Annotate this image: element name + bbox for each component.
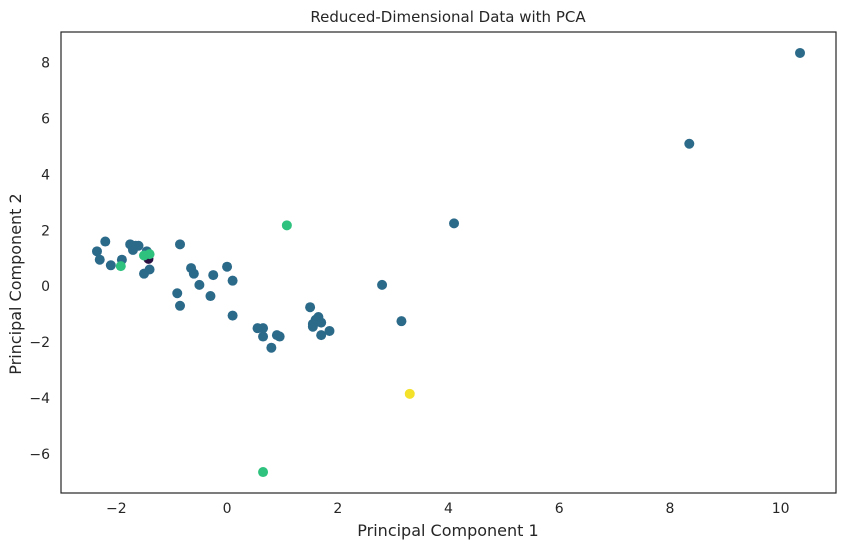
data-points: [91, 47, 806, 478]
data-point: [795, 47, 806, 58]
x-tick-label: 0: [223, 501, 232, 517]
data-point: [175, 300, 186, 311]
x-tick-label: 2: [333, 501, 342, 517]
data-point: [281, 220, 292, 231]
data-point: [133, 240, 144, 251]
x-tick-label: 4: [444, 501, 453, 517]
data-point: [139, 268, 150, 279]
data-point: [316, 330, 327, 341]
data-point: [305, 302, 316, 313]
data-point: [324, 325, 335, 336]
data-point: [208, 270, 219, 281]
x-axis-label: Principal Component 1: [357, 521, 538, 540]
data-point: [222, 261, 233, 272]
x-axis-ticks: −2 0 2 4 6 8 10: [106, 501, 790, 517]
y-tick-label: −4: [29, 391, 50, 407]
y-tick-label: 2: [41, 223, 50, 239]
x-tick-label: −2: [106, 501, 127, 517]
data-point: [404, 388, 415, 399]
y-tick-label: −2: [29, 335, 50, 351]
data-point: [94, 254, 105, 265]
data-point: [258, 323, 269, 334]
data-point: [194, 279, 205, 290]
data-point: [266, 342, 277, 353]
data-point: [205, 291, 216, 302]
data-point: [144, 249, 155, 260]
data-point: [258, 467, 269, 478]
data-point: [188, 268, 199, 279]
data-point: [316, 317, 327, 328]
plot-frame: [60, 31, 837, 494]
x-tick-label: 10: [772, 501, 790, 517]
data-point: [91, 246, 102, 257]
y-tick-label: 6: [41, 112, 50, 128]
data-point: [172, 288, 183, 299]
data-point: [307, 321, 318, 332]
data-point: [449, 218, 460, 229]
data-point: [125, 239, 136, 250]
y-axis-label: Principal Component 2: [6, 193, 25, 374]
y-axis-ticks: −6 −4 −2 0 2 4 6 8: [29, 56, 50, 463]
data-point: [396, 316, 407, 327]
data-point: [115, 261, 126, 272]
data-point: [684, 138, 695, 149]
data-point: [274, 331, 285, 342]
data-point: [105, 260, 116, 271]
y-tick-label: 8: [41, 56, 50, 72]
data-point: [227, 310, 238, 321]
y-tick-label: 0: [41, 279, 50, 295]
chart-title: Reduced-Dimensional Data with PCA: [310, 8, 586, 26]
data-point: [175, 239, 186, 250]
data-point: [258, 331, 269, 342]
x-tick-label: 6: [555, 501, 564, 517]
data-point: [377, 279, 388, 290]
data-point: [100, 236, 111, 247]
data-point: [227, 275, 238, 286]
x-tick-label: 8: [665, 501, 674, 517]
y-tick-label: −6: [29, 447, 50, 463]
y-tick-label: 4: [41, 167, 50, 183]
